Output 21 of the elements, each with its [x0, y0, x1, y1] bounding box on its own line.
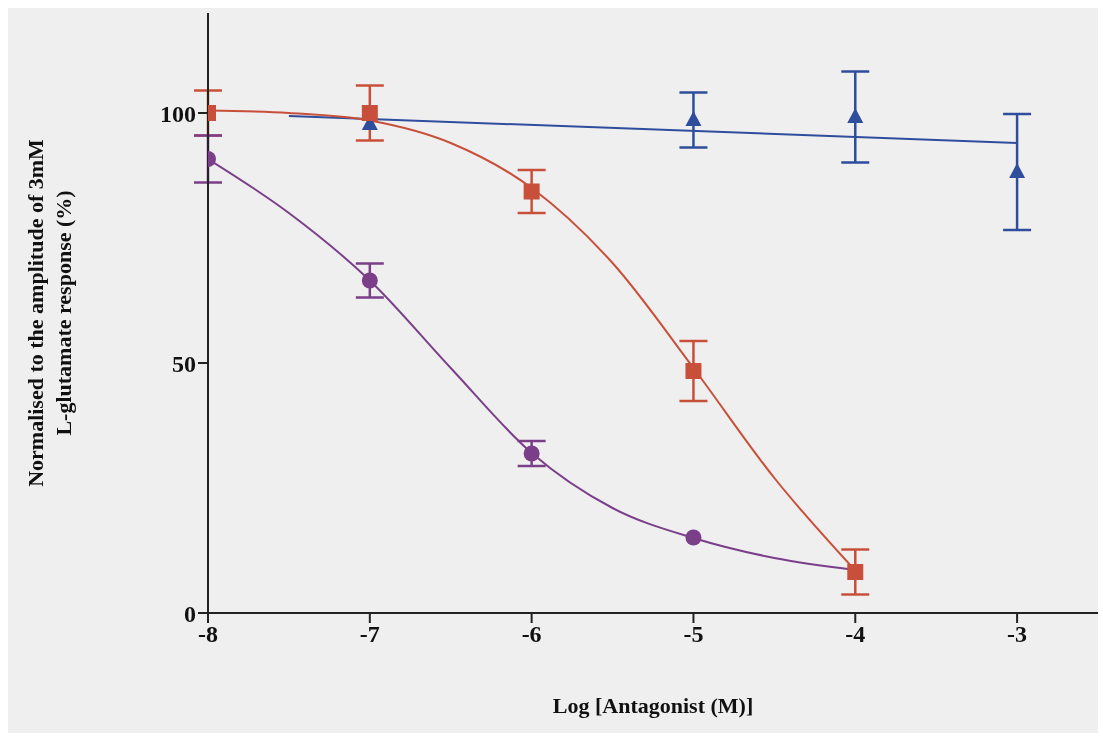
point	[361, 105, 378, 121]
point	[523, 183, 540, 200]
point	[685, 363, 702, 379]
x-axis-title: Log [Antagonist (M)]	[552, 693, 754, 718]
x-tick-label: -4	[845, 621, 866, 648]
x-tick-label: -8	[198, 621, 218, 648]
point	[361, 272, 378, 289]
x-tick-label: -6	[521, 621, 542, 648]
y-tick-label: 0	[184, 600, 196, 627]
point	[685, 111, 702, 126]
point	[1009, 163, 1026, 178]
point	[523, 445, 540, 462]
point	[847, 564, 864, 580]
y-tick-label: 100	[160, 100, 196, 127]
y-tick-label: 50	[172, 350, 196, 377]
point	[685, 529, 702, 546]
point	[847, 108, 864, 123]
x-tick-label: -3	[1007, 621, 1028, 648]
x-tick-label: -7	[359, 621, 380, 648]
x-tick-label: -5	[683, 621, 704, 648]
y-axis-title: Normalised to the amplitude of 3mM L-glutamate response (%)	[23, 138, 76, 487]
